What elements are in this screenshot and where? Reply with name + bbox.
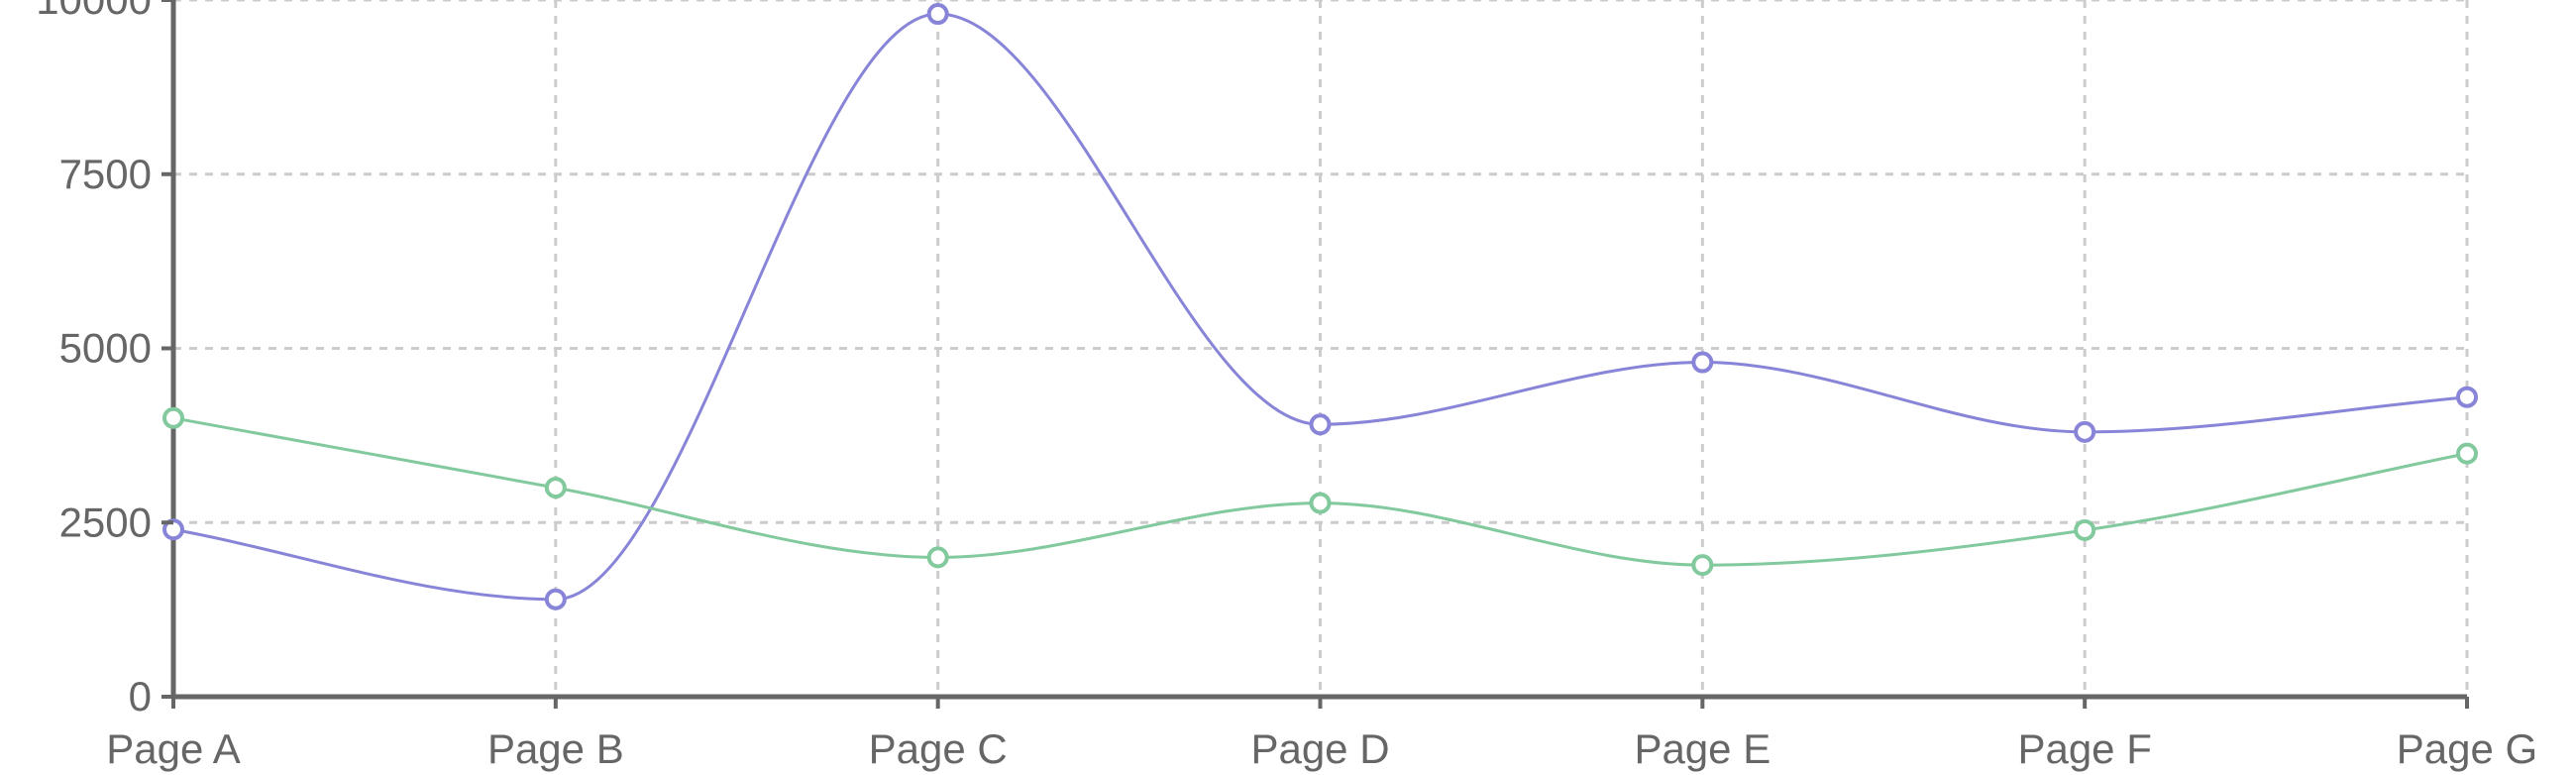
x-axis-ticks: Page A Page B Page C Page D Page E Page F Page… bbox=[106, 697, 2537, 772]
x-tick-label: Page D bbox=[1250, 725, 1389, 772]
grid-lines bbox=[173, 0, 2469, 697]
data-point-green[interactable] bbox=[1309, 492, 1332, 514]
data-point-green[interactable] bbox=[544, 477, 567, 499]
x-tick-label: Page A bbox=[106, 725, 240, 772]
data-point-purple[interactable] bbox=[1309, 413, 1332, 436]
x-tick-label: Page E bbox=[1634, 725, 1771, 772]
y-tick-label: 10000 bbox=[36, 0, 152, 23]
x-tick-label: Page G bbox=[2397, 725, 2537, 772]
x-tick-label: Page B bbox=[487, 725, 624, 772]
data-point-green[interactable] bbox=[1691, 554, 1714, 577]
data-point-purple[interactable] bbox=[544, 588, 567, 610]
data-point-green[interactable] bbox=[162, 406, 184, 429]
data-point-green[interactable] bbox=[2074, 518, 2096, 541]
data-point-purple[interactable] bbox=[2456, 386, 2478, 408]
data-point-purple[interactable] bbox=[2074, 420, 2096, 443]
x-tick-label: Page F bbox=[2017, 725, 2151, 772]
data-point-purple[interactable] bbox=[926, 3, 949, 26]
y-tick-label: 0 bbox=[129, 673, 152, 720]
series-line-purple bbox=[172, 12, 2468, 602]
y-tick-label: 5000 bbox=[59, 325, 152, 372]
data-point-green[interactable] bbox=[926, 546, 949, 569]
data-point-purple[interactable] bbox=[1691, 351, 1714, 374]
x-tick-label: Page C bbox=[869, 725, 1008, 772]
y-tick-label: 2500 bbox=[59, 498, 152, 545]
y-tick-label: 7500 bbox=[59, 151, 152, 197]
y-axis-ticks: 0 2500 5000 7500 10000 bbox=[36, 0, 173, 720]
data-point-green[interactable] bbox=[2456, 442, 2478, 465]
series-group bbox=[162, 3, 2478, 610]
